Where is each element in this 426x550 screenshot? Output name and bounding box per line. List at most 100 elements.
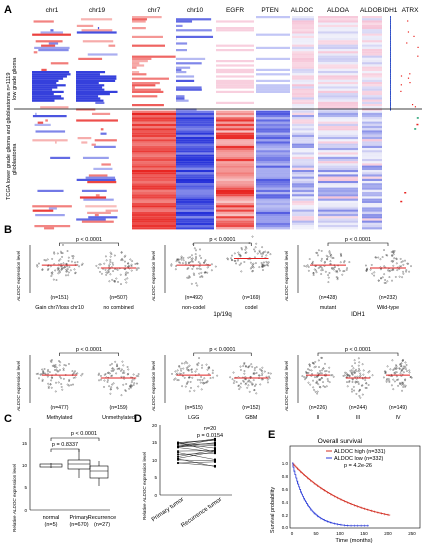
- d-point-primary: [177, 458, 179, 461]
- d-n: n=20: [204, 426, 216, 432]
- b-group-5-0: II: [317, 415, 320, 421]
- d-point-primary: [177, 453, 179, 456]
- b-n-1-1: (n=169): [242, 295, 260, 301]
- panel-label-a: A: [4, 4, 12, 16]
- d-x-recurrence: Recurrence tumor: [180, 497, 223, 529]
- d-pair-line: [177, 442, 216, 453]
- heatmap-col-4: [216, 16, 254, 230]
- d-point-recurrence: [214, 447, 216, 450]
- b-dots-4-1: [229, 362, 272, 395]
- d-point-primary: [177, 446, 179, 449]
- e-xlabel: Time (months): [335, 538, 372, 544]
- panel-label-e: E: [268, 429, 275, 441]
- d-ytick-20: 20: [152, 423, 158, 428]
- b-group-5-1: III: [356, 415, 360, 421]
- e-ytick-0.8: 0.8: [282, 474, 289, 479]
- d-pair-line: [177, 451, 216, 459]
- d-ytick-15: 15: [152, 440, 158, 445]
- e-legend: ALDOC high (n=331) ALDOC low (n=332) p =…: [326, 449, 386, 469]
- b-bracket-2: [327, 242, 389, 246]
- b-n-2-0: (n=428): [319, 295, 337, 301]
- b-n-2-1: (n=232): [379, 295, 397, 301]
- b-bracket-4: [193, 352, 252, 356]
- b-dots-0-0: [36, 244, 84, 281]
- col-chr19: chr19: [89, 7, 106, 14]
- c-n-recurrence: (n=27): [94, 522, 110, 528]
- e-xtick-150: 150: [360, 531, 368, 536]
- b-group-3-0: Methylated: [47, 415, 73, 421]
- d-pair-line: [177, 452, 216, 460]
- d-ytick-labels: 20 15 10 5 0: [152, 423, 158, 498]
- b-bracket-3: [59, 352, 119, 356]
- b-subpanel-1: ALDOC expression level p < 0.0001 (n=492) n…: [151, 235, 272, 318]
- e-ytick-1: 1.0: [282, 461, 289, 466]
- b-n-5-2: (n=149): [389, 405, 407, 411]
- row-label-gbm: glioblastoma: [12, 143, 18, 175]
- col-aldoa: ALDOA: [327, 7, 350, 14]
- panel-label-c: C: [4, 413, 12, 425]
- col-aldoc: ALDOC: [291, 7, 314, 14]
- e-ytick-0.2: 0.2: [282, 513, 289, 518]
- b-group-0-0: Gain chr7/loss chr10: [35, 305, 84, 311]
- d-point-primary: [177, 441, 179, 444]
- d-point-recurrence: [214, 449, 216, 452]
- b-dots-4-0: [171, 357, 219, 393]
- b-n-4-1: (n=152): [242, 405, 260, 411]
- e-curve-high: [292, 462, 391, 516]
- b-n-0-0: (n=151): [50, 295, 68, 301]
- b-n-5-0: (n=226): [309, 405, 327, 411]
- b-dots-0-1: [95, 251, 140, 285]
- b-dots-1-0: [170, 243, 217, 287]
- col-chr7: chr7: [148, 7, 161, 14]
- c-box-primary: [67, 459, 91, 470]
- d-point-recurrence: [214, 459, 216, 462]
- d-point-recurrence: [214, 444, 216, 447]
- d-ytick-0: 0: [154, 493, 157, 498]
- c-ylabel: Relative ALDOC expression level: [12, 464, 17, 532]
- b-subpanel-0: ALDOC expression level p < 0.0001 (n=151) G…: [16, 237, 140, 311]
- b-group-1-1: codel: [245, 305, 258, 311]
- e-ylabel: Survival probability: [270, 487, 276, 533]
- b-group-0-1: no combined: [103, 305, 133, 311]
- d-pair-line: [177, 462, 216, 467]
- col-pten: PTEN: [261, 7, 279, 14]
- panel-c: Relative ALDOC expression level 15 10 5 …: [12, 428, 116, 532]
- b-ylabel-5: ALDOC expression level: [284, 361, 289, 412]
- heatmap-col-7: [318, 16, 358, 230]
- e-legend-high: ALDOC high (n=331): [334, 449, 386, 455]
- heatmap-col-8: [362, 16, 382, 230]
- d-point-recurrence: [214, 451, 216, 454]
- c-n-primary: (n=670): [69, 522, 88, 528]
- b-n-3-1: (n=159): [109, 405, 127, 411]
- panel-label-d: D: [134, 413, 142, 425]
- d-point-recurrence: [214, 442, 216, 445]
- b-n-5-1: (n=244): [349, 405, 367, 411]
- heatmap-col-2: [132, 16, 176, 230]
- b-pvalue-4: p < 0.0001: [209, 347, 235, 353]
- heatmap-col-1: [76, 16, 118, 228]
- e-title: Overall survival: [318, 438, 363, 445]
- d-ylabel: Relative ALDOC expression level: [142, 452, 147, 520]
- d-point-recurrence: [214, 439, 216, 442]
- heatmap-col-9: [384, 16, 398, 228]
- b-group-1-0: non-codel: [182, 305, 205, 311]
- d-point-recurrence: [214, 458, 216, 461]
- e-legend-low: ALDOC low (n=332): [334, 456, 384, 462]
- d-point-recurrence: [214, 460, 216, 463]
- b-ylabel-4: ALDOC expression level: [151, 361, 156, 412]
- b-pvalue-0: p < 0.0001: [76, 237, 102, 243]
- d-paired-lines: [177, 437, 216, 468]
- b-dots-2-0: [303, 249, 351, 284]
- col-atrx: ATRX: [402, 7, 420, 14]
- c-ytick-labels: 15 10 5 0: [22, 441, 28, 513]
- d-point-primary: [177, 455, 179, 458]
- d-pair-line: [177, 440, 216, 443]
- b-subpanel-2: ALDOC expression level p < 0.0001 (n=428) m…: [284, 237, 412, 318]
- b-ylabel-3: ALDOC expression level: [16, 361, 21, 412]
- b-group-2-1: Wild-type: [377, 305, 399, 311]
- d-point-recurrence: [214, 443, 216, 446]
- d-point-primary: [177, 451, 179, 454]
- b-n-4-0: (n=515): [185, 405, 203, 411]
- b-n-1-0: (n=492): [185, 295, 203, 301]
- col-aldob: ALDOB: [360, 7, 382, 14]
